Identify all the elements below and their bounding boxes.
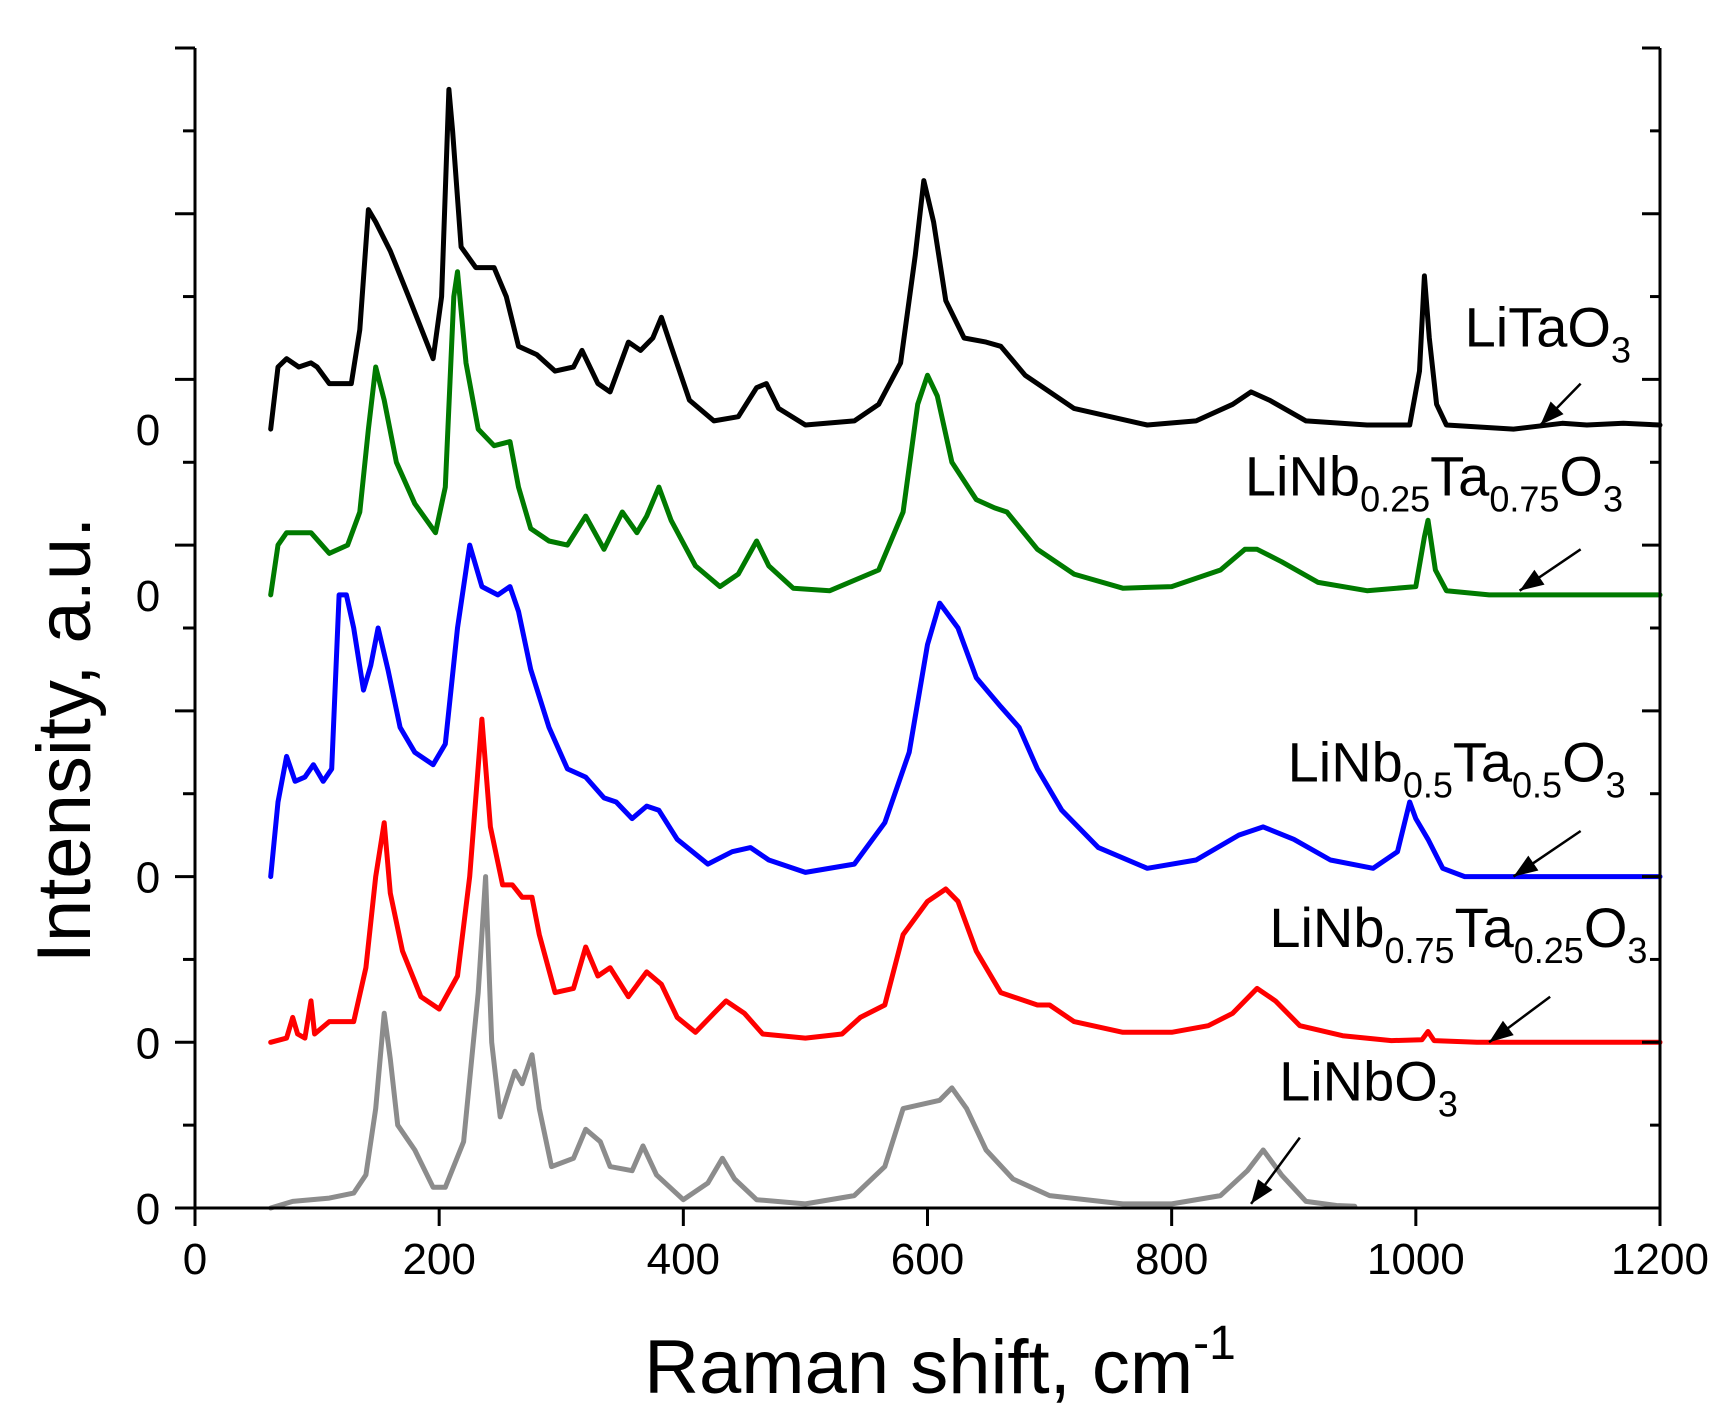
legend-label-part: O — [1562, 730, 1606, 793]
legend-arrowhead-linb0-75ta0-25o3 — [1489, 1020, 1514, 1043]
legend-label-part: 3 — [1611, 329, 1631, 370]
legend-arrowhead-linb0-5ta0-5o3 — [1513, 855, 1539, 877]
legend-label-part: 3 — [1438, 1083, 1458, 1124]
series-line-litao3 — [268, 86, 1663, 432]
legend-label-part: LiNbO — [1279, 1049, 1438, 1112]
series-line-linb0-25ta0-75o3 — [268, 269, 1663, 598]
legend-label-part: 0.25 — [1360, 478, 1430, 519]
legend-label-part: 0.75 — [1489, 478, 1559, 519]
x-tick-label-1000: 1000 — [1367, 1235, 1465, 1284]
legend-label-linb0-25ta0-75o3: LiNb0.25Ta0.75O3 — [1245, 444, 1623, 519]
legend-label-part: Ta — [1430, 444, 1490, 507]
x-axis-title: Raman shift, cm-1 — [644, 1317, 1236, 1410]
x-axis-title-superscript: -1 — [1193, 1317, 1236, 1370]
y-zero-marker-4: 0 — [136, 406, 160, 455]
legend-label-part: 3 — [1603, 478, 1623, 519]
legend-label-linbo3: LiNbO3 — [1279, 1049, 1458, 1124]
legend-layer: LiNbO3LiNb0.75Ta0.25O3LiNb0.5Ta0.5O3LiNb… — [1245, 295, 1647, 1205]
legend-label-part: O — [1584, 896, 1628, 959]
legend-arrowhead-linbo3 — [1251, 1179, 1273, 1204]
y-zero-marker-0: 0 — [136, 1185, 160, 1234]
legend-label-linb0-75ta0-25o3: LiNb0.75Ta0.25O3 — [1269, 896, 1647, 971]
y-zero-marker-2: 0 — [136, 854, 160, 903]
legend-label-part: O — [1559, 444, 1603, 507]
y-zero-marker-1: 0 — [136, 1019, 160, 1068]
legend-label-part: 0.5 — [1403, 764, 1453, 805]
legend-label-part: 3 — [1627, 930, 1647, 971]
y-zero-marker-3: 0 — [136, 572, 160, 621]
legend-label-litao3: LiTaO3 — [1465, 295, 1631, 370]
legend-label-part: LiNb — [1269, 896, 1384, 959]
x-tick-label-1200: 1200 — [1611, 1235, 1709, 1284]
series-line-linb0-5ta0-5o3 — [268, 542, 1663, 880]
x-tick-label-0: 0 — [183, 1235, 207, 1284]
legend-arrowhead-litao3 — [1540, 401, 1564, 425]
x-tick-label-600: 600 — [891, 1235, 964, 1284]
legend-label-part: 0.25 — [1514, 930, 1584, 971]
legend-label-part: LiTaO — [1465, 295, 1611, 358]
legend-label-part: 0.5 — [1512, 764, 1562, 805]
legend-arrowhead-linb0-25ta0-75o3 — [1519, 569, 1545, 591]
series-layer — [268, 86, 1663, 1211]
legend-label-part: LiNb — [1245, 444, 1360, 507]
y-axis-title: Intensity, a.u. — [22, 517, 107, 963]
series-line-linbo3 — [268, 874, 1358, 1211]
legend-label-part: Ta — [1455, 896, 1515, 959]
x-tick-label-400: 400 — [647, 1235, 720, 1284]
legend-label-part: LiNb — [1288, 730, 1403, 793]
legend-label-part: Ta — [1453, 730, 1513, 793]
series-line-linb0-75ta0-25o3 — [268, 716, 1663, 1045]
legend-label-linb0-5ta0-5o3: LiNb0.5Ta0.5O3 — [1288, 730, 1626, 805]
x-tick-label-200: 200 — [402, 1235, 475, 1284]
legend-label-part: 0.75 — [1385, 930, 1455, 971]
x-axis-title-main: Raman shift, cm — [644, 1325, 1193, 1410]
x-tick-label-800: 800 — [1135, 1235, 1208, 1284]
legend-label-part: 3 — [1606, 764, 1626, 805]
